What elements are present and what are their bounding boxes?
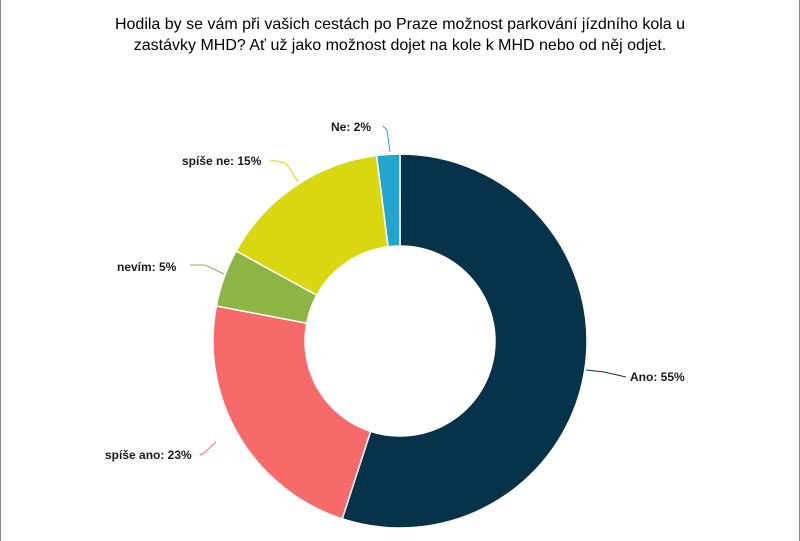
slice-label: spíše ne: 15%	[182, 154, 262, 168]
chart-title-line-1: Hodila by se vám při vašich cestách po P…	[114, 16, 686, 33]
leader-line	[585, 369, 627, 378]
slice-ano	[341, 153, 588, 529]
slice-label: Ano: 55%	[630, 370, 685, 384]
leader-line	[190, 264, 225, 275]
slice-label: spíše ano: 23%	[105, 448, 192, 462]
slice-label: Ne: 2%	[331, 120, 371, 134]
leader-line	[269, 159, 299, 183]
chart-title: Hodila by se vám při vašich cestách po P…	[0, 14, 800, 56]
slice-labels: Ano: 55% spíše ano: 23% nevím: 5% spíše ne:…	[105, 120, 685, 462]
donut-slices	[212, 153, 588, 529]
slice-label: nevím: 5%	[117, 260, 177, 274]
slice-ne	[375, 153, 401, 248]
label-leaders	[190, 125, 627, 456]
slice-spíše-ano	[212, 305, 372, 520]
chart-title-line-2: zastávky MHD? Ať už jako možnost dojet n…	[133, 37, 667, 54]
leader-line	[199, 441, 217, 456]
leader-line	[382, 125, 391, 153]
